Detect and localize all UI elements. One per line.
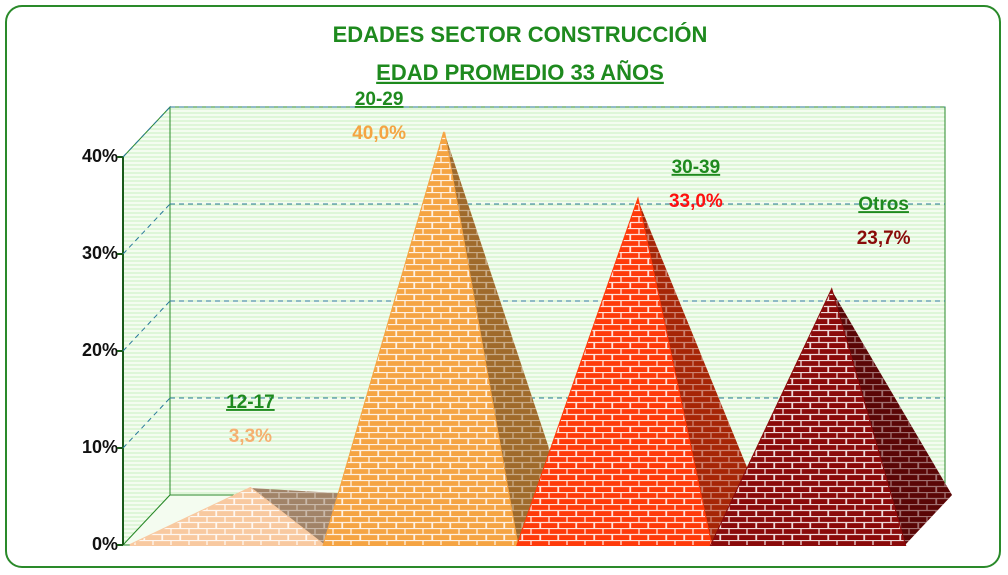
pyramid-side-bricks <box>831 290 952 545</box>
side-wall <box>122 105 171 547</box>
y-tick-label: 30% <box>82 243 118 263</box>
category-label: 20-29 <box>355 89 404 110</box>
grid-line <box>122 397 171 449</box>
y-tick-label: 40% <box>82 146 118 166</box>
y-tick-label: 10% <box>82 437 118 457</box>
pyramid-front-bricks <box>517 199 712 545</box>
value-label: 40,0% <box>352 123 406 144</box>
pyramid-side-bricks <box>637 199 759 545</box>
value-label: 23,7% <box>857 228 911 249</box>
pyramid-front-bricks <box>323 132 518 545</box>
value-label: 3,3% <box>229 426 272 447</box>
category-label: Otros <box>858 194 909 215</box>
pyramid-side-bricks <box>444 132 565 545</box>
chart-title: EDADES SECTOR CONSTRUCCIÓN <box>333 22 708 47</box>
value-label: 33,0% <box>669 191 723 212</box>
y-tick-label: 0% <box>92 534 118 554</box>
grid-line <box>122 300 171 352</box>
category-label: 12-17 <box>226 392 275 413</box>
grid-line <box>122 106 171 158</box>
pyramid-front-bricks <box>130 487 324 545</box>
grid-line <box>122 203 171 255</box>
y-tick-label: 20% <box>82 340 118 360</box>
category-label: 30-39 <box>672 157 721 178</box>
pyramid-front-bricks <box>711 290 905 545</box>
chart-subtitle: EDAD PROMEDIO 33 AÑOS <box>376 60 664 85</box>
